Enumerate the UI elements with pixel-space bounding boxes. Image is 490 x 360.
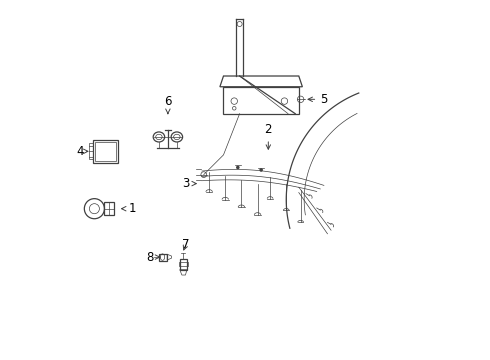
- Circle shape: [260, 169, 262, 171]
- Text: 7: 7: [182, 238, 190, 251]
- Text: 3: 3: [182, 177, 196, 190]
- Text: 2: 2: [265, 123, 272, 149]
- Text: 6: 6: [164, 95, 171, 113]
- Text: 8: 8: [147, 251, 160, 264]
- Text: 4: 4: [76, 145, 88, 158]
- Text: 5: 5: [308, 93, 328, 106]
- Circle shape: [237, 166, 239, 168]
- Text: 1: 1: [122, 202, 136, 215]
